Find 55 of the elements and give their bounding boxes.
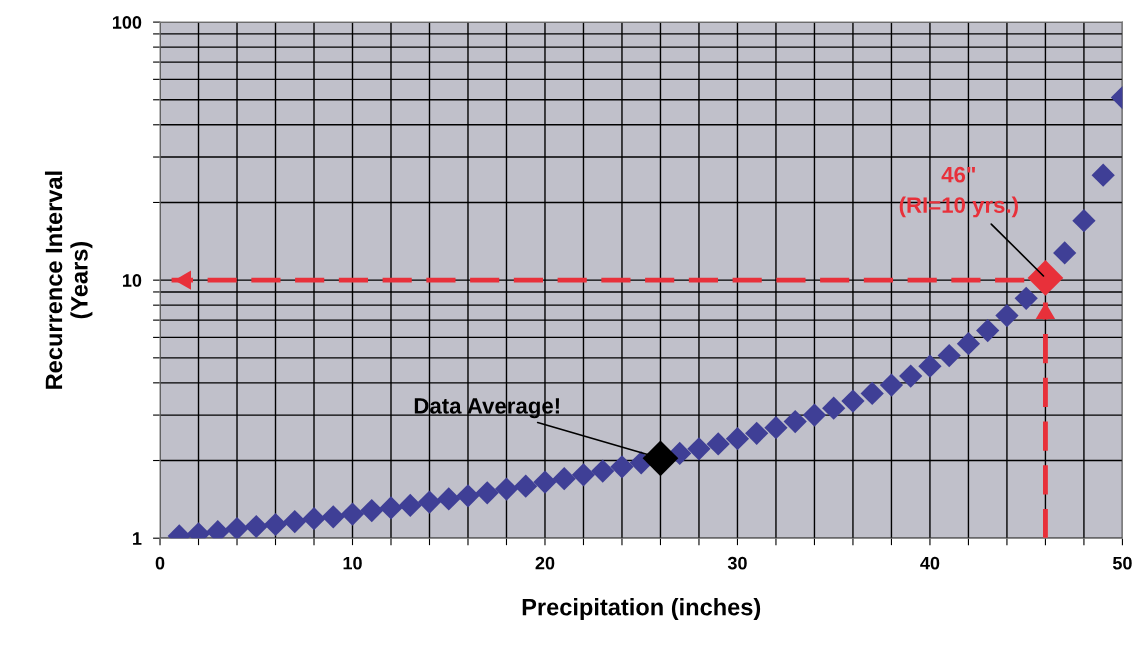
point	[841, 389, 865, 413]
point	[244, 514, 268, 539]
point	[514, 474, 538, 498]
point	[822, 396, 846, 420]
point	[995, 303, 1019, 328]
point	[360, 498, 384, 523]
point	[552, 467, 576, 491]
point	[802, 403, 827, 427]
point	[706, 432, 730, 456]
point	[1027, 260, 1064, 296]
point	[1091, 163, 1115, 187]
point	[417, 490, 442, 514]
point	[745, 421, 769, 445]
point	[475, 481, 499, 505]
point	[976, 318, 1000, 343]
point	[687, 437, 711, 461]
point	[379, 496, 403, 520]
point	[321, 505, 345, 529]
y-axis-title: Recurrence Interval (Years)	[44, 171, 93, 389]
point	[956, 332, 981, 356]
point	[533, 470, 557, 494]
y-tick-label: 100	[112, 16, 142, 29]
point	[571, 463, 596, 487]
point	[225, 516, 249, 539]
point	[398, 493, 422, 518]
x-tick-label: 50	[1112, 556, 1132, 570]
point	[899, 364, 923, 388]
x-tick-label: 0	[155, 556, 165, 570]
point	[263, 512, 288, 537]
point	[860, 381, 884, 406]
point	[456, 484, 480, 508]
point	[1072, 209, 1096, 233]
point	[302, 507, 326, 531]
point	[937, 343, 961, 368]
x-tick-label: 30	[727, 556, 747, 570]
y-tick-label: 10	[123, 274, 142, 287]
x-tick-label: 20	[535, 556, 555, 570]
point	[783, 410, 807, 434]
point	[340, 502, 365, 526]
point	[879, 373, 904, 397]
point	[918, 354, 942, 378]
y-tick-label: 1	[133, 532, 142, 545]
point	[1053, 241, 1077, 265]
point	[283, 509, 307, 534]
point	[1014, 286, 1038, 310]
point	[725, 427, 750, 451]
point	[591, 459, 615, 483]
point	[494, 477, 519, 501]
point	[610, 455, 634, 479]
point	[764, 416, 788, 440]
x-axis-title: Precipitation (inches)	[522, 598, 761, 621]
point	[642, 440, 679, 477]
x-tick-label: 10	[343, 556, 362, 570]
point	[437, 487, 461, 511]
x-tick-label: 40	[920, 556, 940, 570]
